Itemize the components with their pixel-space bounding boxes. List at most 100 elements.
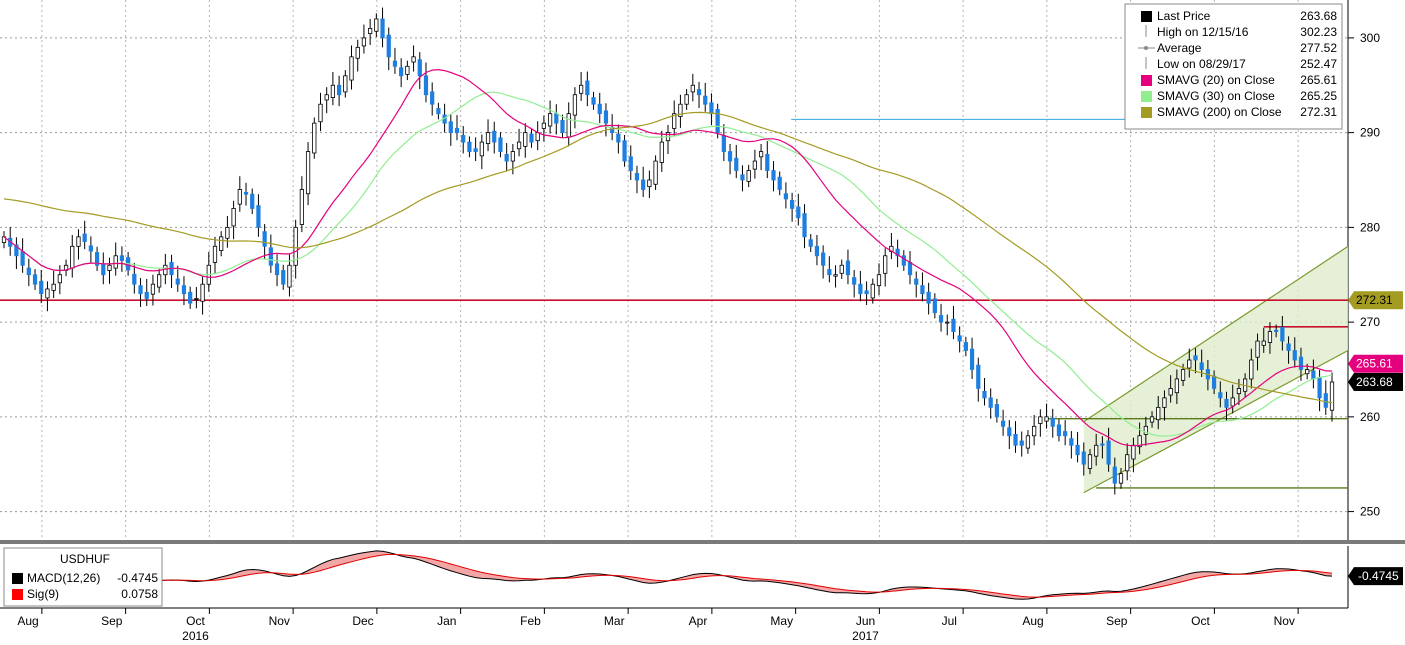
legend-swatch [1141,107,1152,118]
macd-legend-entries: MACD(12,26) -0.4745 Sig(9) 0.0758 [12,571,158,601]
candle-body [796,206,801,219]
candle-body [1317,377,1322,399]
panel-divider [0,540,1405,544]
candle-body [1236,388,1242,395]
macd-panel: -0.4745 [3,550,1403,600]
candle-body [237,189,242,205]
candle-body [26,267,31,276]
candle-body [622,140,627,162]
candle-body [1013,433,1018,446]
legend-swatch [1144,46,1148,50]
candle-body [1112,466,1117,484]
candle-body [926,291,931,304]
candle-body [1286,343,1291,351]
candle-body [1094,444,1099,457]
candle-body [1081,451,1086,465]
candle-body [845,260,851,276]
candle-body [883,255,888,274]
candle-body [560,119,565,134]
candle-body [628,156,633,171]
price-axis-tag-label: 265.61 [1356,357,1393,371]
candle-body [1261,340,1266,346]
x-tick-label: Oct [1191,614,1210,628]
candle-body [994,404,1000,418]
legend-value: 272.31 [1300,105,1337,119]
candle-body [808,239,813,247]
price-axis-tag [1348,354,1403,373]
candle-body [1187,359,1192,369]
candle-body [411,56,416,63]
candle-body [945,321,950,324]
candle-body [473,148,478,152]
candle-body [1137,435,1142,448]
candle-body [293,226,298,266]
macd-legend-label: Sig(9) [27,587,59,601]
candle-body [1274,329,1279,332]
candle-body [585,80,590,96]
candle-body [1267,331,1273,343]
candle-body [274,263,280,276]
candle-body [343,75,348,93]
candle-body [895,248,900,257]
candle-body [461,135,466,143]
legend-swatch [1141,91,1152,102]
candle-body [504,154,509,162]
candle-body [920,285,925,295]
candle-body [454,127,460,134]
candle-body [1038,416,1043,424]
x-tick-label: Jan [437,614,456,628]
candle-body [1199,362,1204,370]
candle-body [839,264,844,274]
candle-body [529,133,534,143]
signal-line [3,554,1333,598]
sma-200-line [3,111,1333,404]
x-tick-label: Aug [17,614,38,628]
candle-body [1069,438,1074,446]
candle-body [690,84,695,93]
candle-body [312,122,317,154]
candle-body [324,94,329,101]
macd-legend-label: MACD(12,26) [27,571,100,585]
candle-body [932,298,937,314]
candle-body [467,141,472,152]
candle-body [1019,440,1024,446]
candle-body [572,94,578,116]
sma-20-line [3,68,1333,447]
candle-body [547,113,553,127]
y-tick-label: 270 [1360,315,1380,329]
candle-body [163,264,168,276]
candle-body [827,269,832,276]
candle-body [976,364,981,389]
candle-body [1032,425,1037,437]
x-tick-label: Dec [352,614,373,628]
candle-body [399,67,404,77]
candle-body [821,252,826,266]
candle-body [119,255,125,261]
candle-body [243,191,249,195]
candle-body [430,91,435,105]
sma-30-line [3,91,1333,437]
candle-body [771,170,776,181]
x-tick-label: Apr [689,614,708,628]
year-label: 2016 [182,629,209,643]
candle-body [107,264,112,271]
macd-legend-value: -0.4745 [117,571,158,585]
candle-body [417,59,422,77]
legend-swatch [1141,75,1152,86]
candle-body [1007,427,1012,437]
candle-body [870,283,875,299]
y-tick-label: 250 [1360,505,1380,519]
candle-body [1075,444,1080,456]
candle-body [579,84,584,94]
candle-body [70,245,75,269]
candle-body [386,34,391,58]
candle-body [1298,356,1304,370]
legend-label: Last Price [1157,9,1211,23]
candle-body [616,133,621,143]
candle-body [1156,406,1161,421]
candle-body [1255,340,1260,358]
candle-body [734,157,739,171]
candle-body [858,283,863,295]
candle-body [957,335,962,342]
